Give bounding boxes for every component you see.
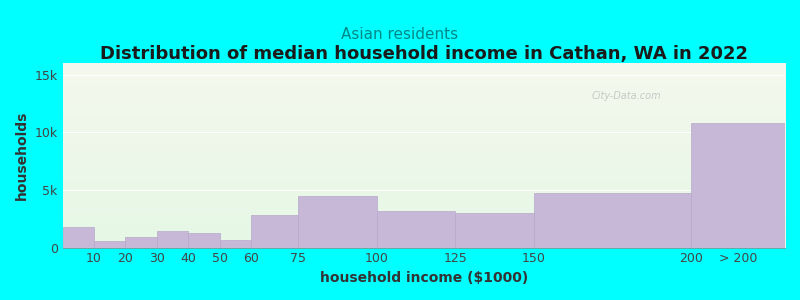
Bar	[94, 241, 126, 248]
Y-axis label: households: households	[15, 111, 29, 200]
Text: Asian residents: Asian residents	[342, 27, 458, 42]
Bar	[126, 237, 157, 248]
Bar	[219, 239, 251, 247]
Bar	[157, 231, 188, 248]
X-axis label: household income ($1000): household income ($1000)	[320, 271, 528, 285]
Bar	[377, 211, 455, 248]
Bar	[62, 227, 94, 248]
Bar	[534, 194, 690, 247]
Bar	[455, 213, 534, 248]
Bar	[188, 232, 219, 247]
Bar	[298, 196, 377, 247]
Bar	[690, 123, 785, 248]
Bar	[251, 215, 298, 247]
Title: Distribution of median household income in Cathan, WA in 2022: Distribution of median household income …	[100, 45, 748, 63]
Text: City-Data.com: City-Data.com	[591, 91, 661, 101]
